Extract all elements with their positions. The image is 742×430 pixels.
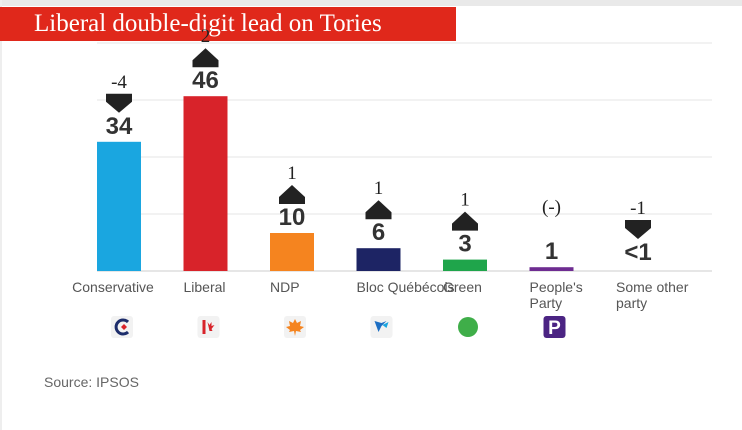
ppc-logo-icon	[543, 316, 566, 338]
down-arrow-icon	[625, 220, 651, 239]
green-logo-icon	[458, 317, 478, 337]
up-arrow-icon	[279, 185, 305, 204]
value-label: 10	[279, 204, 306, 231]
logo-shape	[374, 321, 387, 332]
logo-shape	[114, 318, 130, 336]
bar	[270, 233, 314, 271]
category-label: People's	[530, 279, 583, 295]
top-border	[0, 0, 742, 6]
logo-shape	[382, 322, 389, 328]
logo-shape	[121, 324, 127, 330]
bar	[529, 267, 574, 271]
category-label: Conservative	[72, 279, 154, 295]
category-label: NDP	[270, 279, 300, 295]
liberal-logo-icon	[197, 316, 220, 338]
value-label: 1	[545, 238, 558, 265]
category-label: Some other	[616, 279, 689, 295]
category-label: Green	[443, 279, 482, 295]
logo-shape	[207, 322, 215, 331]
left-border	[0, 0, 2, 430]
chart-title: Liberal double-digit lead on Tories	[0, 7, 456, 41]
bar	[183, 96, 228, 271]
category-label: Party	[530, 295, 563, 311]
value-label: 3	[458, 231, 471, 258]
up-arrow-icon	[452, 211, 478, 231]
logo-shape	[202, 320, 206, 334]
category-label: Bloc Québécois	[357, 279, 455, 295]
down-arrow-icon	[106, 93, 132, 113]
logo-shape	[286, 319, 304, 336]
logo-shape: P	[548, 318, 561, 339]
up-arrow-icon	[192, 48, 219, 68]
value-label: <1	[624, 239, 651, 266]
change-label: -4	[111, 72, 127, 93]
change-label: (-)	[542, 197, 561, 218]
bar	[443, 259, 487, 271]
value-label: 34	[106, 113, 133, 140]
value-label: 6	[372, 219, 385, 246]
bloc-logo-icon	[370, 316, 393, 338]
change-label: -1	[630, 198, 646, 219]
change-label: 2	[201, 26, 211, 47]
bar	[356, 248, 401, 271]
value-label: 46	[192, 67, 219, 94]
change-label: 1	[287, 163, 297, 184]
category-label: party	[616, 295, 647, 311]
source-note: Source: IPSOS	[44, 374, 139, 390]
bar	[97, 141, 141, 271]
category-label: Liberal	[184, 279, 226, 295]
change-label: 1	[374, 178, 384, 199]
up-arrow-icon	[365, 200, 392, 220]
change-label: 1	[460, 190, 470, 211]
